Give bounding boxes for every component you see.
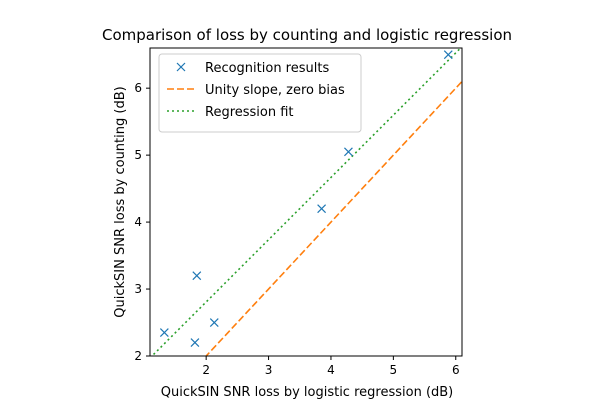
legend-box xyxy=(158,53,362,133)
data-point xyxy=(344,147,353,157)
chart-title: Comparison of loss by counting and logis… xyxy=(102,26,512,44)
x-tick-label: 6 xyxy=(452,363,460,377)
y-tick-label: 6 xyxy=(134,81,142,95)
x-tick-label: 4 xyxy=(327,363,335,377)
data-point xyxy=(443,50,453,60)
data-point xyxy=(159,328,169,337)
series-line-1 xyxy=(205,80,462,356)
plot-frame xyxy=(149,47,463,357)
y-axis-label: QuickSIN SNR loss by counting (dB) xyxy=(113,86,128,317)
data-point xyxy=(317,204,327,214)
x-axis: 2 3 4 5 6 xyxy=(202,356,460,377)
x-tick-label: 5 xyxy=(390,363,398,377)
legend-item: Recognition results xyxy=(176,61,329,76)
x-axis-label: QuickSIN SNR loss by logistic regression… xyxy=(161,385,454,400)
y-tick-label: 5 xyxy=(134,148,142,162)
legend-item: Regression fit xyxy=(167,105,294,120)
legend-swatch xyxy=(176,62,186,72)
legend-item: Unity slope, zero bias xyxy=(167,83,345,98)
legend-label: Unity slope, zero bias xyxy=(205,83,345,98)
y-tick-label: 3 xyxy=(134,282,142,296)
x-tick-label: 3 xyxy=(265,363,273,377)
y-tick-label: 4 xyxy=(134,215,142,229)
plot-markers xyxy=(159,50,453,348)
plot-lines xyxy=(150,48,462,356)
legend-label: Recognition results xyxy=(205,61,329,76)
data-point xyxy=(209,318,219,327)
y-tick-label: 2 xyxy=(134,349,142,363)
data-point xyxy=(190,338,200,348)
y-axis: 2 3 4 5 6 xyxy=(134,81,150,363)
data-point xyxy=(192,271,202,281)
legend: Recognition results Unity slope, zero bia… xyxy=(158,53,362,133)
x-tick-label: 2 xyxy=(202,363,210,377)
series-line-2 xyxy=(150,48,462,356)
legend-label: Regression fit xyxy=(205,105,294,120)
